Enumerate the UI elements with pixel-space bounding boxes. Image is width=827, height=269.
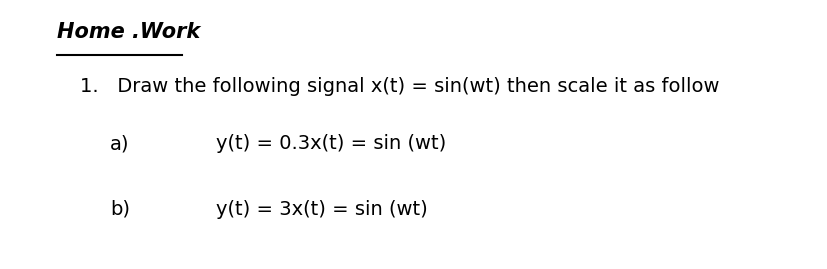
Text: a): a): [110, 134, 130, 154]
Text: y(t) = 3x(t) = sin (wt): y(t) = 3x(t) = sin (wt): [216, 200, 428, 219]
Text: 1.   Draw the following signal x(t) = sin(wt) then scale it as follow: 1. Draw the following signal x(t) = sin(…: [79, 77, 719, 96]
Text: Home .Work: Home .Work: [57, 22, 200, 43]
Text: y(t) = 0.3x(t) = sin (wt): y(t) = 0.3x(t) = sin (wt): [216, 134, 446, 154]
Text: b): b): [110, 200, 130, 219]
